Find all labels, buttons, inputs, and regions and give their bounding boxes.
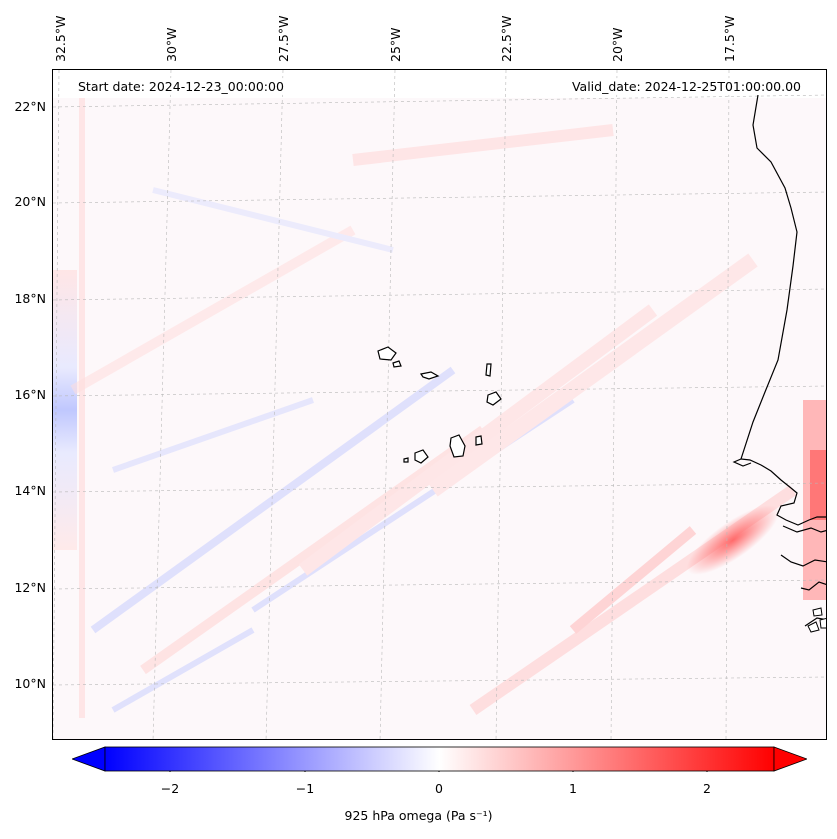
dakar-peninsula — [732, 458, 752, 467]
colorbar-gradient — [104, 746, 775, 772]
island-fogo — [414, 449, 429, 464]
cape-verde-islands — [377, 346, 502, 464]
colorbar-right-extension — [773, 746, 807, 772]
coastal-ascent-feature — [686, 505, 780, 575]
lat-tick-label: 12°N — [14, 580, 46, 595]
colorbar-tick-label: 1 — [569, 781, 577, 796]
island-santiago — [449, 434, 466, 458]
lon-tick-label: 27.5°W — [276, 15, 291, 62]
island-brava — [403, 457, 409, 463]
lat-tick-label: 22°N — [14, 99, 46, 114]
colorbar-graphic — [72, 746, 807, 772]
lon-tick-label: 22.5°W — [499, 15, 514, 62]
colorbar — [72, 746, 807, 772]
colorbar-tick-label: −1 — [295, 781, 315, 796]
island-santo-antao — [377, 346, 397, 361]
lon-tick-label: 20°W — [610, 27, 625, 62]
lon-tick-label: 32.5°W — [53, 15, 68, 62]
start-date-label: Start date: 2024-12-23_00:00:00 — [75, 78, 287, 95]
lat-tick-label: 16°N — [14, 387, 46, 402]
lat-tick-label: 20°N — [14, 194, 46, 209]
omega-field-map — [53, 70, 826, 739]
gridlines — [53, 70, 826, 739]
lon-tick-label: 25°W — [388, 27, 403, 62]
colorbar-tick-label: 0 — [435, 781, 443, 796]
field-left-stripe — [79, 98, 85, 718]
lon-tick-label: 30°W — [164, 27, 179, 62]
lat-tick-label: 18°N — [14, 291, 46, 306]
coastal-red-core — [810, 450, 826, 520]
lon-tick-label: 17.5°W — [722, 15, 737, 62]
colorbar-tick-label: 2 — [703, 781, 711, 796]
colorbar-label: 925 hPa omega (Pa s⁻¹) — [344, 808, 493, 823]
field-background — [53, 70, 826, 739]
lat-tick-label: 10°N — [14, 676, 46, 691]
map-panel: Start date: 2024-12-23_00:00:00 Valid_da… — [52, 69, 827, 740]
island-sao-nicolau — [420, 371, 440, 380]
island-sao-vicente — [392, 360, 402, 368]
island-boa-vista — [486, 391, 502, 406]
island-maio — [475, 435, 483, 446]
island-sal — [485, 363, 492, 377]
lat-tick-label: 14°N — [14, 483, 46, 498]
valid-date-label: Valid_date: 2024-12-25T01:00:00.00 — [568, 78, 804, 95]
colorbar-left-extension — [72, 746, 106, 772]
bijagos-islands — [807, 607, 826, 633]
colorbar-tick-label: −2 — [160, 781, 180, 796]
